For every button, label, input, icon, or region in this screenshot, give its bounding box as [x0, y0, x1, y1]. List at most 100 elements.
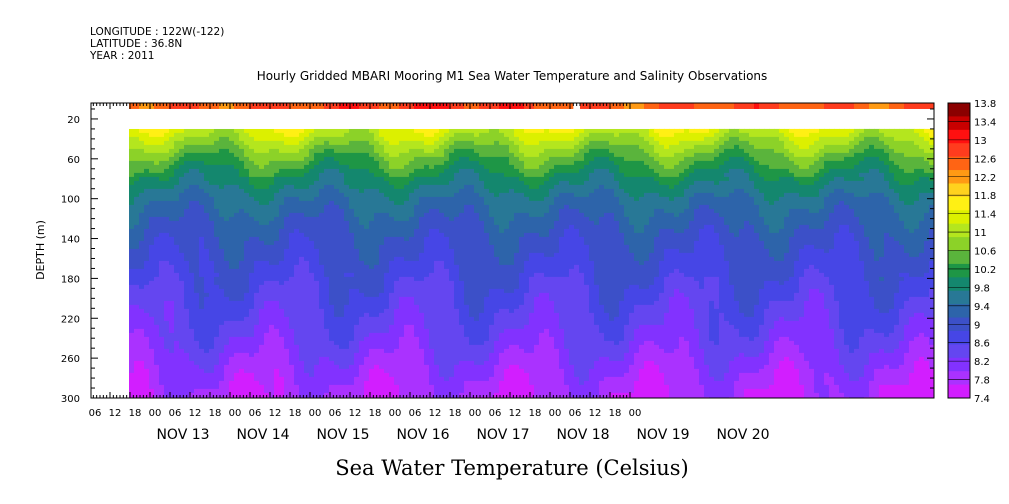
field-cell — [384, 224, 390, 230]
field-cell — [199, 376, 205, 382]
field-cell — [349, 184, 355, 190]
field-cell — [134, 248, 140, 254]
field-cell — [339, 140, 345, 146]
field-cell — [314, 308, 320, 314]
field-cell — [199, 388, 205, 394]
field-cell — [494, 144, 500, 150]
field-cell — [474, 236, 480, 242]
field-cell — [274, 320, 280, 326]
field-cell — [314, 228, 320, 234]
field-cell — [394, 308, 400, 314]
field-cell — [209, 240, 215, 246]
field-cell — [209, 364, 215, 370]
field-cell — [429, 132, 435, 138]
field-cell — [369, 164, 375, 170]
field-cell — [204, 152, 210, 158]
field-cell — [304, 364, 310, 370]
field-cell — [314, 160, 320, 166]
field-cell — [289, 156, 295, 162]
field-cell — [344, 212, 350, 218]
field-cell — [214, 348, 220, 354]
field-cell — [324, 320, 330, 326]
field-cell — [209, 268, 215, 274]
field-cell — [379, 164, 385, 170]
field-cell — [264, 132, 270, 138]
field-cell — [279, 240, 285, 246]
field-cell — [374, 336, 380, 342]
field-cell — [154, 352, 160, 358]
field-cell — [189, 136, 195, 142]
field-cell — [239, 196, 245, 202]
field-cell — [254, 140, 260, 146]
field-cell — [259, 184, 265, 190]
field-cell — [484, 368, 490, 374]
field-cell — [359, 196, 365, 202]
field-cell — [324, 168, 330, 174]
field-cell — [349, 156, 355, 162]
field-cell — [304, 192, 310, 198]
field-cell — [204, 384, 210, 390]
field-cell — [129, 272, 135, 278]
field-cell — [319, 316, 325, 322]
field-cell — [159, 368, 165, 374]
field-cell — [459, 336, 465, 342]
field-cell — [284, 172, 290, 178]
field-cell — [429, 232, 435, 238]
field-cell — [144, 296, 150, 302]
field-cell — [239, 192, 245, 198]
field-cell — [474, 276, 480, 282]
field-cell — [294, 156, 300, 162]
field-cell — [469, 204, 475, 210]
field-cell — [429, 200, 435, 206]
field-cell — [154, 312, 160, 318]
field-cell — [409, 336, 415, 342]
field-cell — [354, 240, 360, 246]
field-cell — [459, 344, 465, 350]
field-cell — [289, 320, 295, 326]
field-cell — [284, 344, 290, 350]
field-cell — [359, 152, 365, 158]
field-cell — [344, 136, 350, 142]
field-cell — [259, 340, 265, 346]
field-cell — [189, 168, 195, 174]
field-cell — [264, 340, 270, 346]
field-cell — [289, 204, 295, 210]
field-cell — [274, 356, 280, 362]
field-cell — [269, 296, 275, 302]
field-cell — [299, 132, 305, 138]
field-cell — [199, 396, 205, 398]
field-cell — [229, 308, 235, 314]
field-cell — [379, 196, 385, 202]
field-cell — [259, 312, 265, 318]
field-cell — [484, 364, 490, 370]
field-cell — [334, 300, 340, 306]
field-cell — [234, 228, 240, 234]
field-cell — [129, 248, 135, 254]
field-cell — [359, 256, 365, 262]
field-cell — [399, 388, 405, 394]
field-cell — [429, 212, 435, 218]
field-cell — [369, 152, 375, 158]
field-cell — [274, 344, 280, 350]
field-cell — [374, 240, 380, 246]
field-cell — [259, 308, 265, 314]
field-cell — [404, 156, 410, 162]
field-cell — [454, 148, 460, 154]
field-cell — [329, 184, 335, 190]
field-cell — [374, 292, 380, 298]
field-cell — [224, 236, 230, 242]
field-cell — [189, 308, 195, 314]
field-cell — [424, 268, 430, 274]
field-cell — [349, 340, 355, 346]
field-cell — [309, 312, 315, 318]
field-cell — [264, 172, 270, 178]
field-cell — [434, 164, 440, 170]
field-cell — [149, 260, 155, 266]
field-cell — [159, 268, 165, 274]
field-cell — [364, 276, 370, 282]
field-cell — [354, 236, 360, 242]
field-cell — [144, 268, 150, 274]
field-cell — [284, 144, 290, 150]
field-cell — [254, 184, 260, 190]
field-cell — [449, 304, 455, 310]
